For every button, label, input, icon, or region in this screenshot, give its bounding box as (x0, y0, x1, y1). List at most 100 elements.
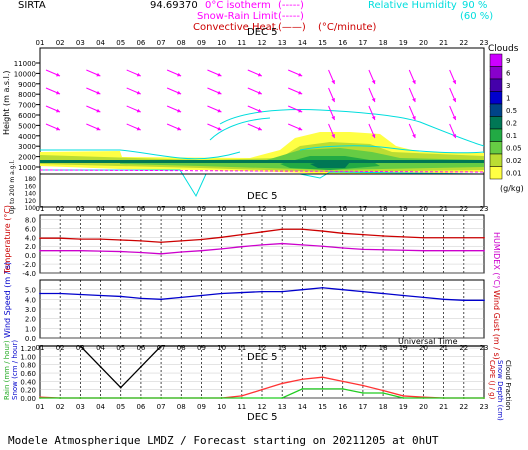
hour-tick-label: 13 (278, 39, 287, 47)
hour-tick-label: 18 (379, 39, 388, 47)
clouds-scale-label: 0.1 (506, 132, 517, 140)
hour-tick-label: 21 (439, 403, 448, 411)
series-point (180, 345, 183, 347)
temperature-panel (39, 214, 485, 274)
value-tick-label: 0.60 (20, 370, 36, 378)
clouds-scale-swatch (489, 53, 503, 67)
series-point (321, 387, 324, 390)
wind-arrow-head (257, 126, 262, 131)
hour-tick-label: 07 (157, 39, 166, 47)
value-tick-label: 8.0 (25, 216, 36, 224)
value-tick-label: -2.0 (22, 261, 36, 269)
hour-tick-label: 09 (197, 403, 206, 411)
hour-tick-label: 12 (258, 205, 267, 213)
series-point (261, 290, 263, 293)
wind-arrow-head (136, 108, 141, 113)
series-point (220, 345, 223, 347)
hour-tick-label: 04 (96, 39, 105, 47)
series-point (321, 245, 324, 248)
series-point (422, 249, 425, 252)
value-tick-label: 6.0 (25, 225, 36, 233)
series-point (39, 292, 41, 295)
series-point (362, 384, 364, 387)
value-tick-label: 4.0 (25, 234, 36, 242)
wind-arrow-head (452, 80, 457, 84)
humidity-contour-lower (40, 145, 485, 160)
series-point (462, 397, 465, 399)
hour-tick-label: 22 (459, 205, 468, 213)
hour-axis-bottom: 01 02 03 04 05 06 07 08 09 10 11 12 13 14 15 16 17 18 19 20… (36, 403, 489, 411)
hour-tick-label: 10 (217, 344, 226, 352)
series-point (362, 290, 364, 293)
hour-tick-label: 01 (36, 403, 45, 411)
series-point (402, 395, 405, 397)
series-point (59, 345, 62, 347)
series-point (180, 251, 183, 253)
hour-tick-label: 14 (298, 344, 307, 352)
hour-axis-top: 01 02 03 04 05 06 07 08 09 10 11 12 13 14 15 16 17 18 19 20… (36, 39, 489, 47)
hour-tick-label: 17 (358, 39, 367, 47)
series-point (240, 245, 243, 248)
snow-depth-axis-label: Snow Depth (cm) (496, 360, 504, 421)
legend-humidity-90: 90 % (462, 0, 487, 11)
wind-arrow-head (56, 72, 60, 77)
series-point (382, 345, 384, 347)
humidex-axis-label: HUMIDEX (°C) (492, 232, 501, 288)
clouds-scale-label: 1 (506, 95, 510, 103)
height-tick-label: 100 (25, 205, 37, 212)
series-point (442, 249, 445, 252)
value-tick-label: 4.0 (25, 296, 36, 304)
series-point (301, 378, 304, 381)
hour-tick-label: 07 (157, 205, 166, 213)
hour-tick-label: 15 (318, 205, 327, 213)
height-tick-label: 160 (25, 183, 37, 190)
series-point (341, 232, 344, 235)
series-point (382, 392, 384, 394)
height-tick-label: 5000 (18, 122, 36, 130)
height-tick-label: 3000 (18, 143, 36, 151)
rain-axis-label: Rain (mm / hour) (3, 340, 11, 400)
series-point (483, 345, 485, 347)
hour-tick-label: 15 (318, 39, 327, 47)
hour-tick-label: 20 (419, 205, 428, 213)
series-point (79, 249, 82, 252)
wind-arrow-head (298, 72, 303, 77)
series-point (442, 397, 445, 399)
clouds-scale-label: 0.05 (506, 145, 522, 153)
wind-arrow-head (298, 126, 303, 131)
bottom-date-label: DEC 5 (247, 412, 278, 423)
hour-tick-label: 07 (157, 403, 166, 411)
hour-tick-label: 09 (197, 39, 206, 47)
value-tick-label: 0.20 (20, 387, 36, 395)
temperature-axis-label: Temperature (°C) (3, 205, 12, 275)
hour-tick-label: 02 (56, 344, 65, 352)
series-point (59, 249, 62, 252)
hour-tick-label: 21 (439, 344, 448, 352)
series-point (402, 397, 405, 399)
clouds-scale-label: 0.5 (506, 107, 517, 115)
series-point (321, 230, 324, 232)
wind-arrow-head (331, 80, 335, 84)
height-tick-label: 140 (25, 191, 37, 198)
height-axis-label: Height (m a.s.l.) (2, 71, 11, 136)
clouds-scale-swatch (489, 78, 503, 92)
series-point (240, 395, 243, 397)
hour-tick-label: 10 (217, 403, 226, 411)
hour-tick-label: 22 (459, 403, 468, 411)
value-tick-label: 2.0 (25, 243, 36, 251)
hour-tick-label: 23 (480, 344, 489, 352)
hour-tick-label: 20 (419, 403, 428, 411)
hour-tick-label: 04 (96, 403, 105, 411)
series-point (462, 345, 465, 347)
legend-snowrain: Snow-Rain Limit (197, 11, 278, 22)
height-tick-label: 11000 (14, 60, 36, 68)
value-tick-label: 1.0 (25, 325, 36, 333)
series-point (220, 248, 223, 250)
series-point (140, 251, 142, 254)
legend-convective-sym: (——) (278, 22, 306, 33)
series-point (180, 239, 183, 242)
legend-humidity-60: (60 %) (460, 11, 493, 22)
series-point (462, 249, 465, 252)
series-point (39, 237, 41, 240)
series-point (240, 345, 243, 347)
